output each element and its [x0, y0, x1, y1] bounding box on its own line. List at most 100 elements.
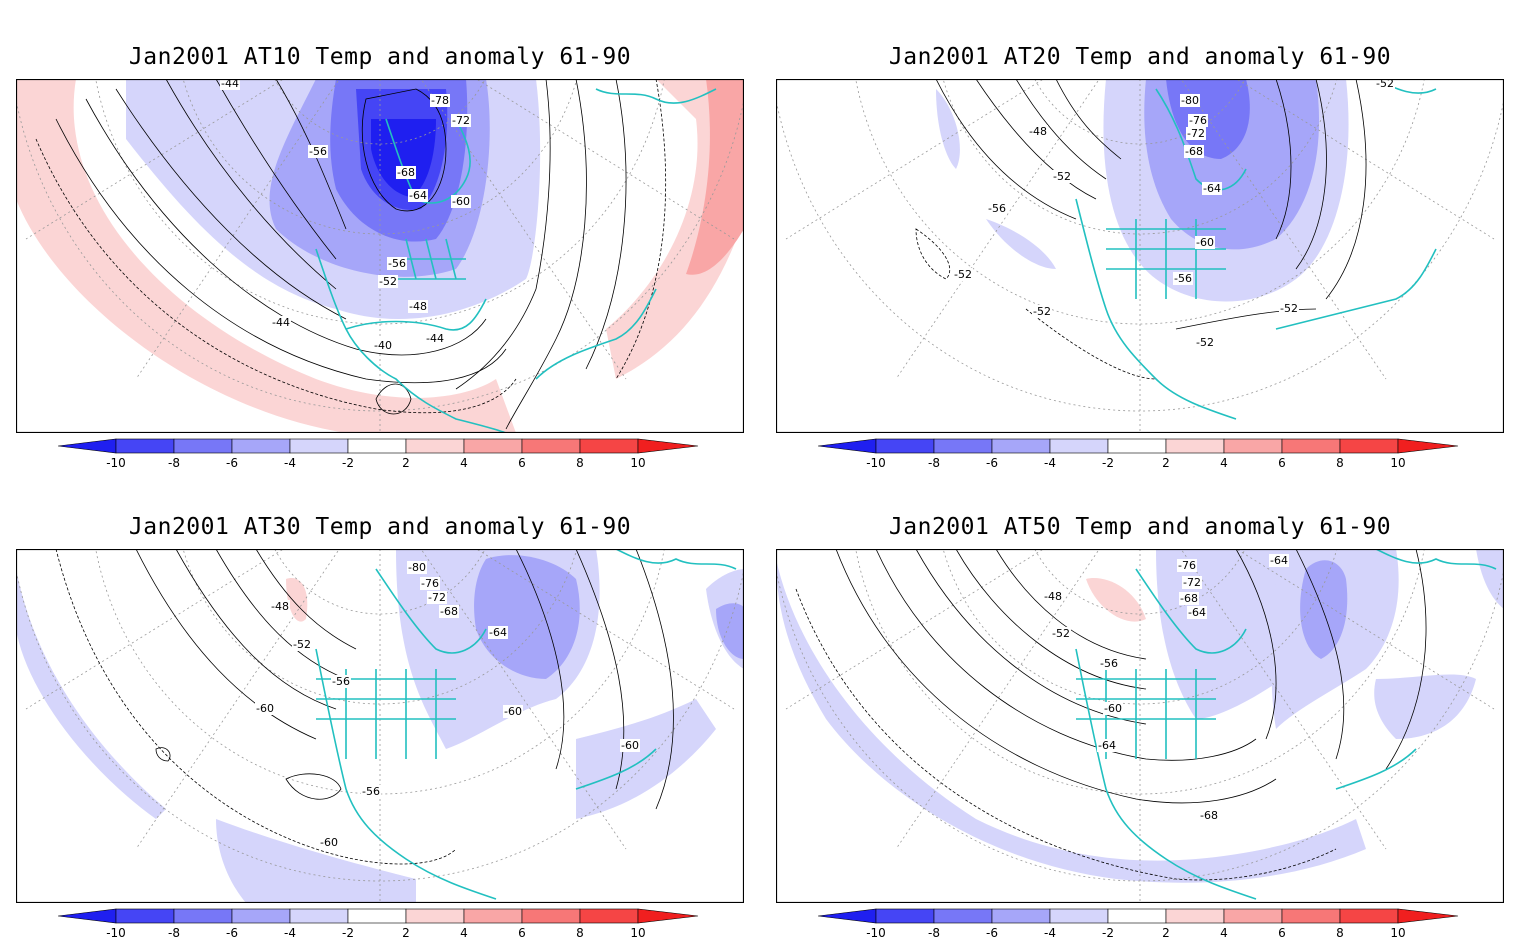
contour-label: -52 [954, 268, 972, 281]
contour-label: -68 [1180, 592, 1198, 605]
colorbar-arrow-right [1397, 908, 1459, 924]
colorbar-tick-label: 2 [402, 456, 410, 470]
contour-label-bg [1195, 236, 1215, 249]
colorbar-tick-label: 10 [1390, 926, 1405, 940]
colorbar-tick-label: -2 [1102, 926, 1114, 940]
contour-label-bg [220, 79, 240, 90]
contour-label: -48 [271, 600, 289, 613]
colorbar-bin [115, 438, 175, 454]
colorbar-tick-label: -8 [928, 456, 940, 470]
colorbar-tick-label: -2 [342, 926, 354, 940]
map-border [16, 549, 744, 903]
colorbar-bin [933, 908, 993, 924]
contour-label: -72 [428, 591, 446, 604]
contour-label-bg [420, 577, 440, 590]
contour-label-bg [987, 202, 1007, 215]
colorbar-arrow-right [637, 908, 699, 924]
colorbar-bin [173, 908, 233, 924]
colorbar-tick-label: 6 [1278, 926, 1286, 940]
contour-label: -68 [1200, 809, 1218, 822]
contour-label: -44 [426, 332, 444, 345]
colorbar-arrow-right [1397, 438, 1459, 454]
colorbar-bin [933, 438, 993, 454]
contour-label-bg [1188, 114, 1208, 127]
anomaly-warm-band [16, 79, 516, 433]
contour-label: -52 [1196, 336, 1214, 349]
colorbar-tick-label: 10 [630, 926, 645, 940]
colorbar-tick-label: -6 [986, 926, 998, 940]
contour-label-bg [1052, 170, 1072, 183]
map-panel-at50: Jan2001 AT50 Temp and anomaly 61-90 [760, 470, 1520, 940]
anomaly-cold-4 [474, 555, 580, 679]
contour-label: -60 [621, 739, 639, 752]
contour-label-bg [1177, 559, 1197, 572]
contour-label-bg [1199, 809, 1219, 822]
contour-label-bg [1184, 145, 1204, 158]
anomaly-cold-2 [576, 699, 716, 819]
contour-label-bg [1097, 739, 1117, 752]
contour-label-bg [1375, 79, 1395, 90]
colorbar-bin [289, 908, 349, 924]
colorbar-tick-label: 2 [402, 926, 410, 940]
contour-label: -76 [421, 577, 439, 590]
contour-label: -72 [1187, 127, 1205, 140]
contour-label-bg [1043, 590, 1063, 603]
contour-label-bg [1051, 627, 1071, 640]
panel-title: Jan2001 AT20 Temp and anomaly 61-90 [888, 44, 1392, 70]
colorbar-bin [1165, 438, 1225, 454]
colorbar-tick-label: -6 [226, 926, 238, 940]
colorbar-tick-label: 6 [518, 456, 526, 470]
contour-label: -56 [388, 257, 406, 270]
anomaly-warm-core-east [686, 79, 744, 275]
contour-label-bg [270, 600, 290, 613]
anomaly-cold-2 [776, 559, 1366, 883]
contour-label: -64 [489, 626, 507, 639]
colorbar: -10 -8 -6 -4 -2 2 4 6 8 10 [58, 438, 699, 470]
contour-label: -78 [431, 94, 449, 107]
map-panel-at30: Jan2001 AT30 Temp and anomaly 61-90 [0, 470, 760, 940]
colorbar-bin [231, 438, 291, 454]
contour-label-bg [1195, 336, 1215, 349]
contour-label-bg [308, 145, 328, 158]
contour-label: -60 [1196, 236, 1214, 249]
colorbar-tick-label: 10 [1390, 456, 1405, 470]
colorbar-bin [405, 908, 465, 924]
map-panel-at20: Jan2001 AT20 Temp and anomaly 61-90 [760, 0, 1520, 470]
contour-label-bg [439, 605, 459, 618]
colorbar-bin [521, 908, 581, 924]
coastlines [315, 549, 737, 900]
lat-lon-grid [776, 549, 1504, 903]
contour-label: -60 [320, 836, 338, 849]
coastlines [1075, 549, 1497, 900]
contour-label: -68 [1185, 145, 1203, 158]
contour-label-bg [1103, 702, 1123, 715]
contour-label: -64 [1188, 606, 1206, 619]
contour-label: -52 [1053, 170, 1071, 183]
colorbar-tick-label: 2 [1162, 926, 1170, 940]
contour-label-bg [488, 626, 508, 639]
anomaly-cold-2 [1476, 549, 1504, 609]
colorbar-bin [173, 438, 233, 454]
contour-label-bg [430, 94, 450, 107]
colorbar-arrow-left [58, 908, 117, 924]
contour-label: -80 [1181, 94, 1199, 107]
map-border [776, 79, 1504, 433]
colorbar-bin [1049, 908, 1109, 924]
colorbar-bin [347, 908, 407, 924]
lat-lon-grid [776, 79, 1504, 433]
contour-label: -64 [1270, 554, 1288, 567]
anomaly-warm-2 [286, 578, 308, 622]
temperature-contours [795, 549, 1427, 881]
anomaly-cold-4 [716, 603, 744, 659]
anomaly-cold-2 [216, 819, 416, 903]
colorbar-bin [579, 438, 639, 454]
contour-label-bg [407, 561, 427, 574]
contour-label-bg [255, 702, 275, 715]
colorbar-tick-label: 6 [518, 926, 526, 940]
contour-label-bg [1099, 657, 1119, 670]
colorbar-tick-label: -8 [928, 926, 940, 940]
colorbar-arrow-left [818, 438, 877, 454]
map-border [16, 79, 744, 433]
map-frame: -80 -76 -72 -48 -68 -64 -52 -56 -60 -60 … [16, 549, 744, 903]
colorbar-tick-label: 6 [1278, 456, 1286, 470]
